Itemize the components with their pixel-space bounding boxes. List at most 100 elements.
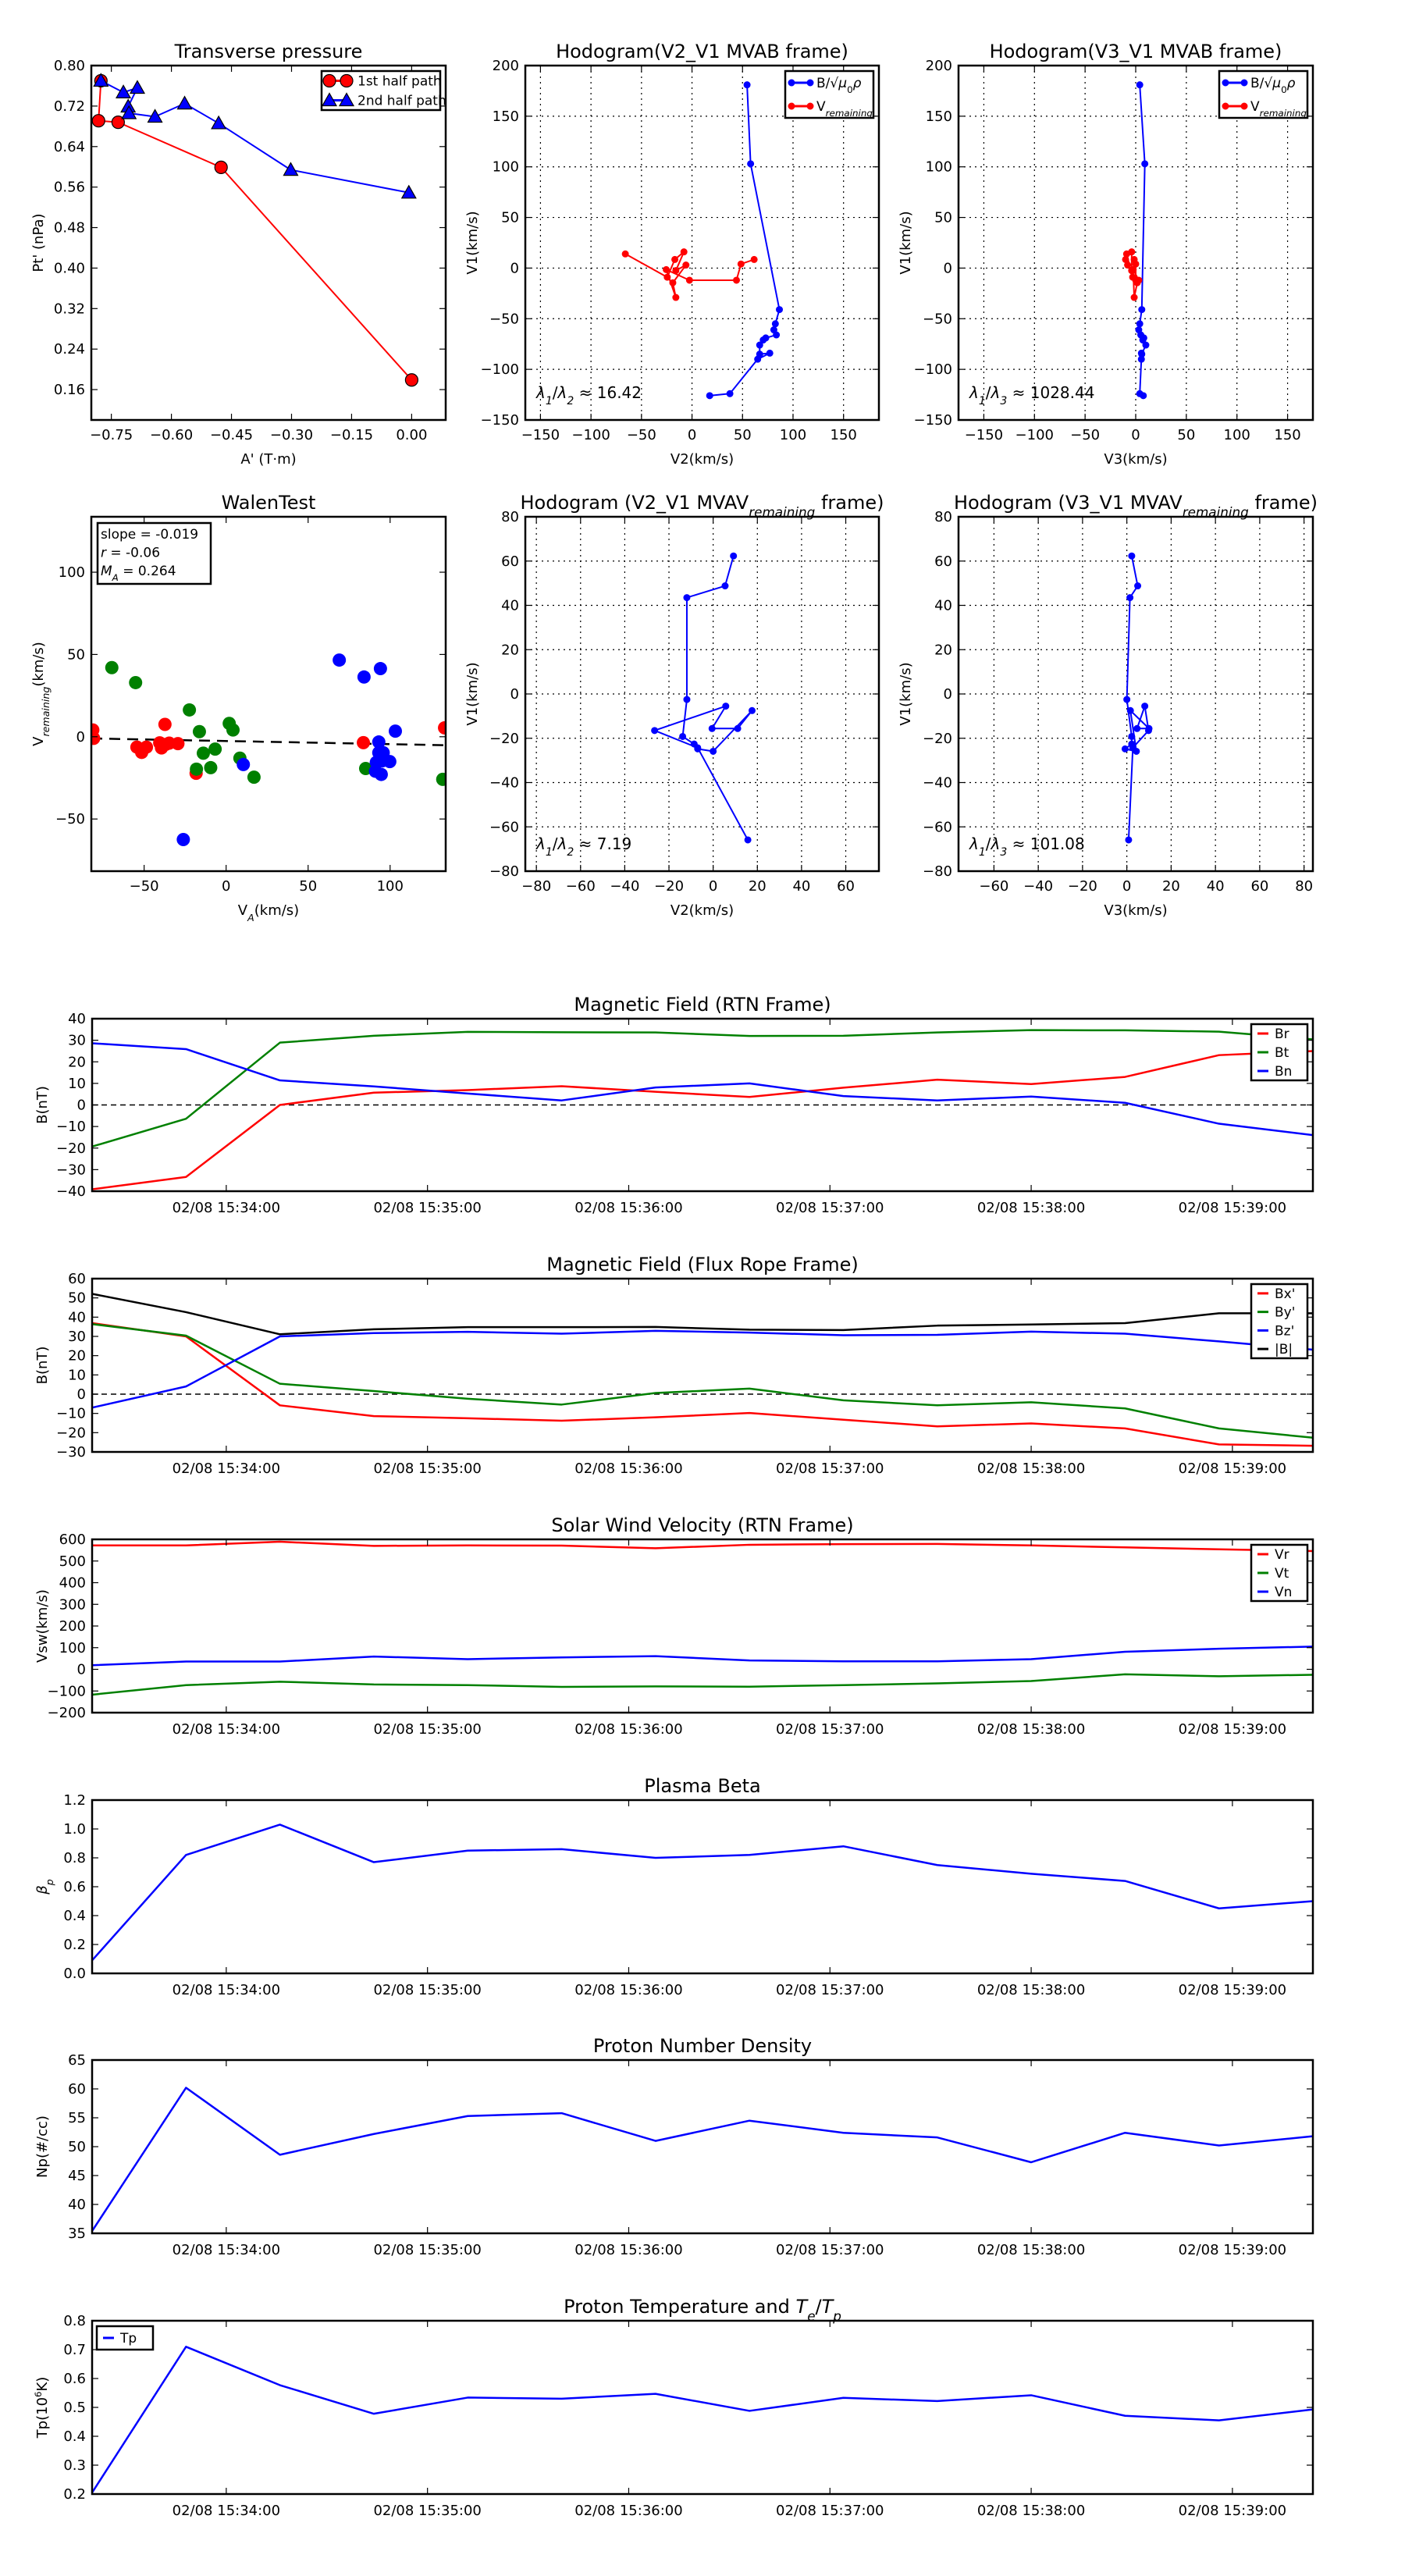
x-tick-label: 02/08 15:37:00 [776, 1200, 884, 1216]
data-point [721, 582, 729, 590]
y-tick-label: −20 [923, 731, 952, 747]
x-tick-label: −60 [979, 878, 1008, 895]
series-line [1137, 84, 1147, 397]
x-tick-label: −20 [1068, 878, 1097, 895]
data-point [1132, 276, 1140, 284]
legend: Vr Vt Vn [1250, 1543, 1309, 1603]
y-tick-label: 400 [59, 1575, 86, 1592]
x-axis-label: V2(km/s) [670, 902, 734, 919]
text-part: V [816, 99, 826, 115]
legend-marker [338, 92, 355, 107]
walen-chart: −50 0 50 100−50050100WalenTestVA(km/s)Vrema… [30, 492, 447, 923]
axes-frame [91, 1277, 1314, 1453]
x-tick-label: 02/08 15:39:00 [1179, 1982, 1286, 1998]
y-tick-label: 0.64 [54, 139, 85, 155]
data-point [214, 160, 228, 174]
text-part: 0 [847, 84, 853, 95]
data-point [211, 115, 227, 130]
data-point [694, 744, 702, 752]
text-part: 1 [546, 846, 553, 859]
y-tick-label: 0.3 [63, 2457, 86, 2474]
x-tick-label: 02/08 15:38:00 [977, 1721, 1085, 1738]
data-point [683, 594, 691, 602]
data-point [196, 746, 210, 760]
y-tick-label: 0.7 [63, 2342, 86, 2358]
text-part: = -0.06 [106, 546, 160, 561]
x-tick-label: −0.15 [330, 427, 373, 443]
legend-label: By' [1275, 1305, 1295, 1321]
legend-label: Bt [1275, 1045, 1289, 1061]
legend-marker [322, 73, 336, 88]
x-tick-label: 02/08 15:37:00 [776, 2242, 884, 2258]
y-tick-label: 10 [68, 1076, 86, 1092]
text-part: ≈ 16.42 [574, 383, 642, 402]
text-part: 1 [979, 846, 986, 859]
data-point [1128, 732, 1136, 740]
x-tick-label: 02/08 15:38:00 [977, 2503, 1085, 2519]
data-point [372, 735, 386, 749]
y-tick-label: 0.56 [54, 180, 85, 196]
text-part: B/√ [1250, 76, 1272, 91]
series-v [651, 552, 756, 844]
x-tick-label: 02/08 15:39:00 [1179, 1721, 1286, 1738]
legend-label: Bn [1275, 1064, 1292, 1080]
text-part: λ [969, 834, 979, 853]
y-tick-label: 0.6 [63, 1879, 86, 1895]
text-part: λ [557, 834, 567, 853]
text-part: λ [969, 383, 979, 402]
data-point [1142, 341, 1150, 349]
data-point [1137, 355, 1145, 363]
y-tick-label: 55 [68, 2110, 86, 2126]
data-point [91, 731, 101, 745]
y-tick-label: 1.2 [63, 1792, 86, 1809]
legend-marker [1222, 102, 1229, 110]
data-point [734, 724, 742, 732]
eigenvalue-ratio: λ1/λ3 ≈ 101.08 [969, 834, 1085, 859]
text-part: ρ [1287, 76, 1296, 91]
series-line [92, 2087, 1313, 2232]
text-part: / [986, 834, 991, 853]
data-point [750, 255, 758, 263]
data-point [438, 720, 446, 735]
y-axis-label: Tp(106K) [33, 2377, 51, 2439]
data-point [129, 80, 146, 94]
y-tick-label: 0.48 [54, 220, 85, 237]
y-axis-label: B(nT) [34, 1086, 51, 1124]
y-tick-label: 30 [68, 1033, 86, 1049]
series-line [92, 1322, 1313, 1439]
data-point [1137, 349, 1145, 357]
x-tick-label: 100 [780, 427, 806, 443]
x-tick-label: 02/08 15:37:00 [776, 1721, 884, 1738]
axes-frame [91, 2058, 1314, 2235]
x-tick-label: 02/08 15:36:00 [574, 2242, 682, 2258]
series-vt [92, 1673, 1313, 1696]
data-point [663, 273, 671, 281]
legend: Br Bt Bn [1250, 1023, 1309, 1082]
series-beta [92, 1823, 1313, 1962]
y-tick-label: 40 [68, 2197, 86, 2213]
y-tick-label: 0 [510, 260, 519, 276]
y-tick-label: 600 [59, 1532, 86, 1548]
y-axis-label: V1(km/s) [898, 662, 914, 725]
text-part: B/√ [816, 76, 838, 91]
data-point [759, 336, 767, 344]
text-part: p [832, 2308, 841, 2324]
chart-title: Hodogram(V3_V1 MVAB frame) [990, 41, 1282, 62]
data-point [671, 255, 679, 263]
chart-title: Plasma Beta [644, 1775, 760, 1797]
legend-label: B/√μ0ρ [816, 76, 862, 95]
data-point [744, 836, 752, 844]
x-tick-label: 02/08 15:36:00 [574, 1461, 682, 1477]
x-tick-label: 0.00 [396, 427, 427, 443]
data-point [1133, 724, 1141, 732]
x-tick-label: 02/08 15:37:00 [776, 1461, 884, 1477]
text-part: ≈ 1028.44 [1007, 383, 1094, 402]
data-point [283, 162, 299, 176]
y-tick-label: 100 [59, 1640, 86, 1656]
text-part: e [807, 2308, 815, 2324]
x-tick-label: 50 [299, 878, 317, 895]
text-part: λ [535, 834, 546, 853]
x-tick-label: −0.30 [270, 427, 313, 443]
text-part: Hodogram (V2_V1 MVAV [520, 492, 749, 514]
y-tick-label: −100 [48, 1683, 86, 1699]
